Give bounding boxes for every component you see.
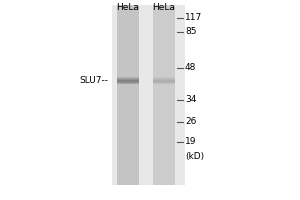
Bar [117,82,139,83]
Bar [117,5,139,185]
Bar [117,80,139,81]
Text: 19: 19 [185,138,196,146]
Text: 48: 48 [185,64,196,72]
Text: 117: 117 [185,14,202,22]
Bar [153,80,175,81]
Bar [153,83,175,84]
Bar [117,79,139,80]
Bar [117,81,139,82]
Bar [117,78,139,79]
Bar [153,77,175,78]
Text: 34: 34 [185,96,196,104]
Text: HeLa: HeLa [117,3,140,12]
Bar [153,82,175,83]
Text: SLU7--: SLU7-- [79,76,108,85]
Bar [153,79,175,80]
Bar [153,5,175,185]
Text: 85: 85 [185,27,196,36]
Bar [153,81,175,82]
Text: 26: 26 [185,117,196,127]
Bar [153,78,175,79]
Bar [117,77,139,78]
Text: HeLa: HeLa [153,3,175,12]
Bar [112,5,185,185]
Text: (kD): (kD) [185,152,204,160]
Bar [117,83,139,84]
